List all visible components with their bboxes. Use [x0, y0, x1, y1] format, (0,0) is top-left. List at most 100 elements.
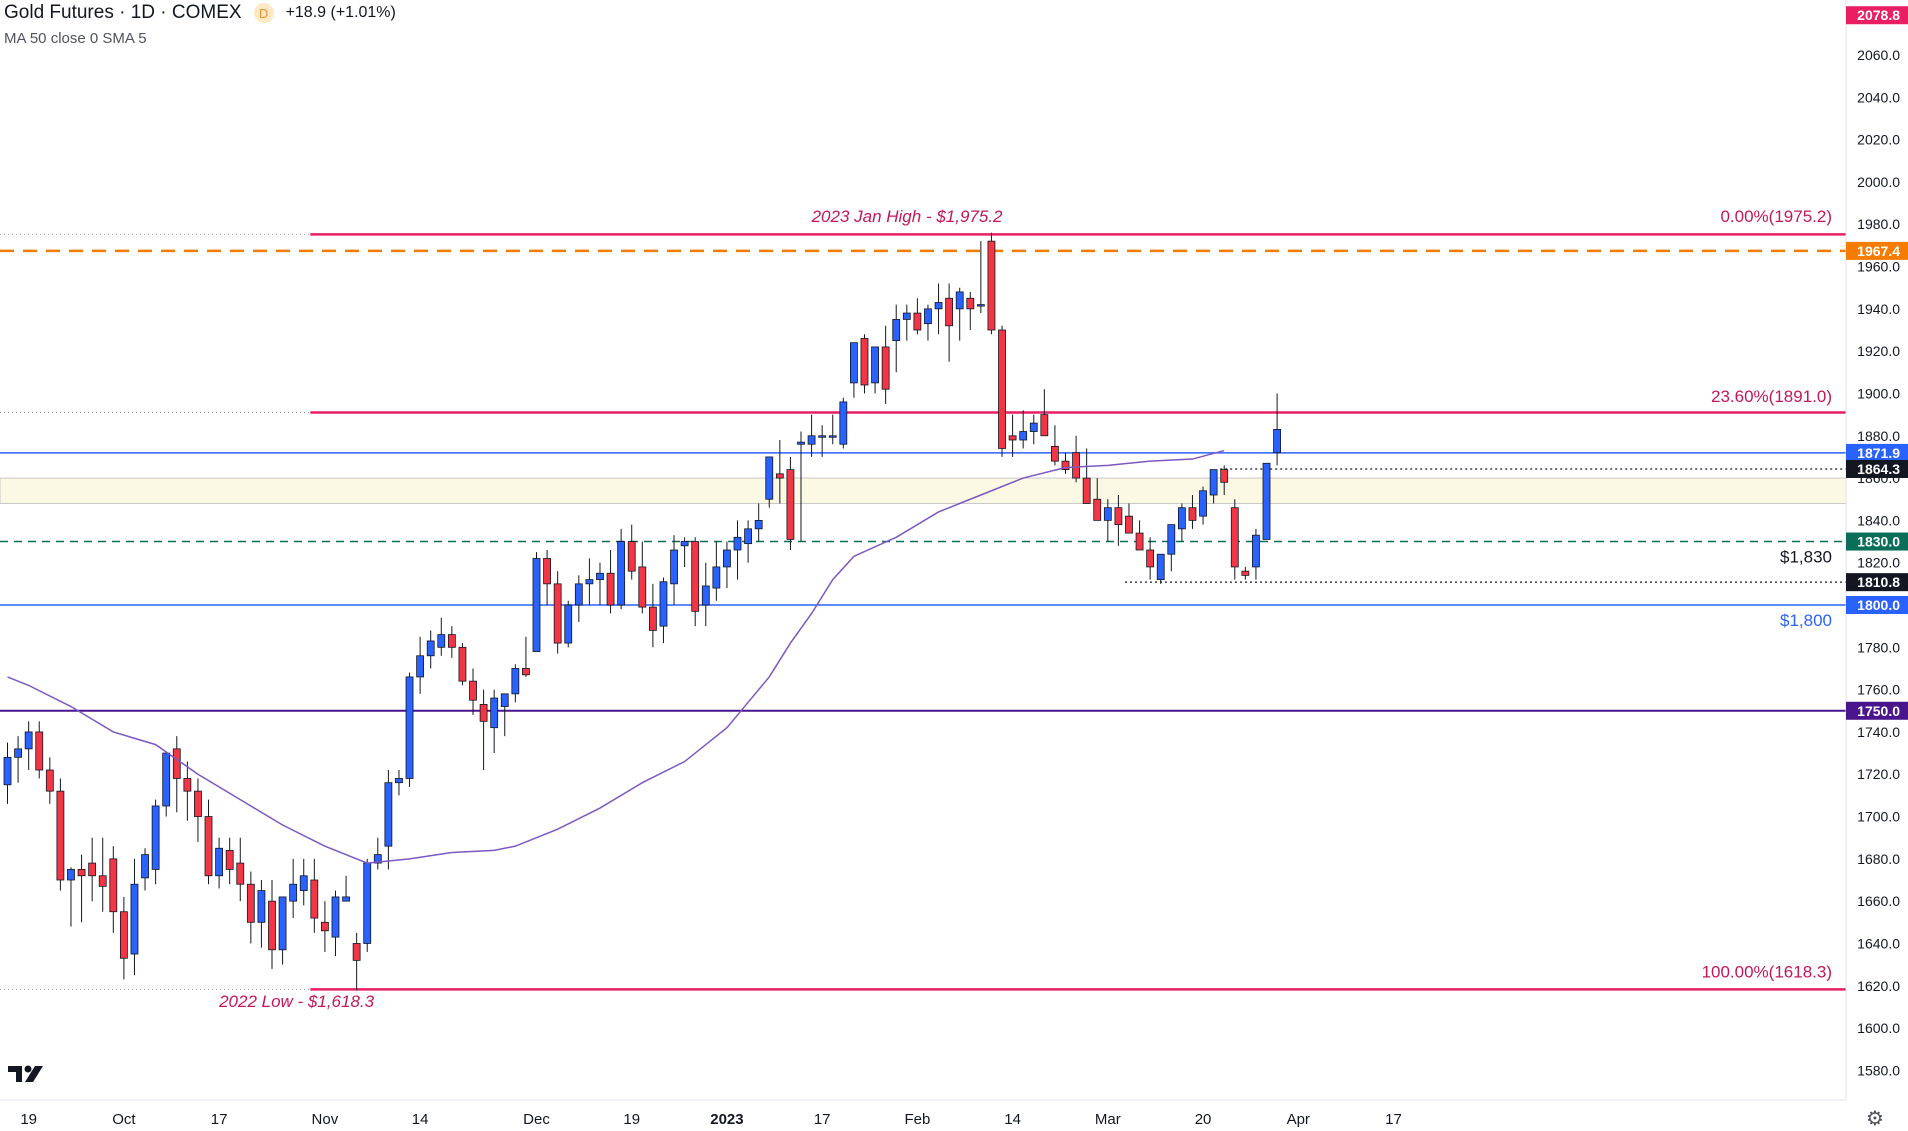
tradingview-logo-icon[interactable]	[8, 1062, 48, 1084]
candle-down	[627, 541, 636, 572]
candle-down	[522, 668, 530, 676]
candle-up	[416, 655, 425, 678]
price-label: 1864.3	[1857, 461, 1900, 477]
candle-up	[839, 401, 848, 445]
candle-up	[976, 304, 985, 307]
price-label: 1750.0	[1857, 703, 1900, 719]
candle-down	[1082, 477, 1091, 504]
candle-down	[469, 680, 477, 701]
candle-down	[310, 879, 319, 919]
candle-down	[1093, 498, 1102, 521]
y-tick-label: 1580.0	[1857, 1062, 1900, 1078]
candle-down	[172, 748, 181, 779]
candle-up	[437, 634, 446, 648]
candle-down	[352, 943, 361, 961]
candle-up	[1103, 507, 1112, 521]
candle-up	[1167, 524, 1176, 555]
candle-up	[500, 693, 509, 707]
candle-up	[490, 697, 499, 729]
price-label-badge	[1846, 701, 1908, 720]
indicator-legend[interactable]: MA 50 close 0 SMA 5	[4, 30, 147, 47]
candle-down	[56, 790, 65, 881]
price-label: 2078.8	[1857, 7, 1900, 23]
candle-up	[405, 676, 414, 779]
candle-up	[934, 302, 943, 310]
y-tick-label: 1760.0	[1857, 682, 1900, 698]
x-tick-label: 17	[1385, 1111, 1402, 1128]
candle-up	[818, 435, 827, 438]
price-change: +18.9 (+1.01%)	[285, 4, 396, 21]
x-tick-label: 19	[623, 1111, 640, 1128]
x-tick-label: 17	[814, 1111, 831, 1128]
y-tick-label: 2020.0	[1857, 132, 1900, 148]
candle-down	[987, 240, 996, 331]
candle-down	[479, 704, 488, 722]
candle-up	[892, 319, 901, 341]
y-tick-label: 1680.0	[1857, 851, 1900, 867]
candle-down	[1114, 507, 1123, 526]
price-label-badge	[1846, 573, 1908, 592]
candle-down	[88, 862, 97, 877]
candle-up	[141, 854, 149, 879]
candle-down	[447, 634, 456, 648]
candle-down	[1051, 445, 1059, 462]
candle-up	[299, 875, 308, 891]
candle-up	[162, 752, 171, 807]
candle-up	[659, 581, 668, 627]
candle-down	[246, 883, 255, 923]
y-tick-label: 1780.0	[1857, 639, 1900, 655]
x-tick-label: Apr	[1287, 1111, 1310, 1128]
candle-down	[1125, 515, 1133, 534]
candle-up	[1262, 462, 1271, 540]
candle-down	[1188, 507, 1197, 521]
candle-up	[765, 456, 774, 500]
price-axis-bg	[1846, 0, 1908, 1129]
candle-up	[1199, 490, 1207, 517]
candle-up	[532, 558, 541, 652]
candle-down	[1061, 460, 1070, 471]
candle-up	[331, 896, 340, 938]
candle-up	[670, 549, 678, 585]
y-tick-label: 1880.0	[1857, 428, 1900, 444]
candle-down	[1135, 532, 1144, 551]
candle-down	[998, 329, 1006, 449]
chart-annotation: 0.00%(1975.2)	[1720, 207, 1832, 226]
candle-down	[553, 583, 562, 644]
candle-down	[1146, 549, 1155, 568]
data-badge[interactable]: D	[253, 3, 274, 23]
x-tick-label: Mar	[1095, 1111, 1121, 1128]
candle-down	[1241, 570, 1250, 576]
candle-down	[236, 862, 245, 885]
candle-up	[902, 312, 911, 320]
candle-up	[130, 883, 139, 955]
chart-annotation: $1,800	[1780, 611, 1832, 630]
candle-up	[1209, 469, 1218, 496]
candle-down	[45, 769, 54, 792]
y-tick-label: 1940.0	[1857, 301, 1900, 317]
candle-up	[511, 668, 520, 695]
y-tick-label: 1740.0	[1857, 724, 1900, 740]
candle-up	[3, 756, 12, 786]
x-tick-label: 14	[412, 1111, 429, 1128]
settings-gear-icon[interactable]: ⚙	[1866, 1108, 1884, 1130]
symbol-title[interactable]: Gold Futures · 1D · COMEX	[4, 2, 242, 23]
x-tick-label: 14	[1004, 1111, 1021, 1128]
candle-up	[24, 731, 33, 750]
candle-down	[945, 297, 954, 327]
candle-down	[786, 469, 795, 540]
chart-annotation: 2023 Jan High - $1,975.2	[811, 207, 1003, 226]
support-zone	[0, 477, 1847, 504]
x-tick-label: 20	[1195, 1111, 1212, 1128]
candle-up	[807, 435, 816, 445]
price-label: 1830.0	[1857, 534, 1900, 550]
candle-up	[426, 640, 435, 657]
price-label-badge	[1846, 6, 1908, 25]
y-tick-label: 1640.0	[1857, 935, 1900, 951]
candle-up	[596, 572, 604, 581]
y-tick-label: 1900.0	[1857, 385, 1900, 401]
chart-header: Gold Futures · 1D · COMEX D +18.9 (+1.01…	[4, 2, 396, 24]
candle-up	[395, 778, 403, 784]
candle-up	[1029, 422, 1038, 432]
candle-up	[723, 549, 731, 568]
